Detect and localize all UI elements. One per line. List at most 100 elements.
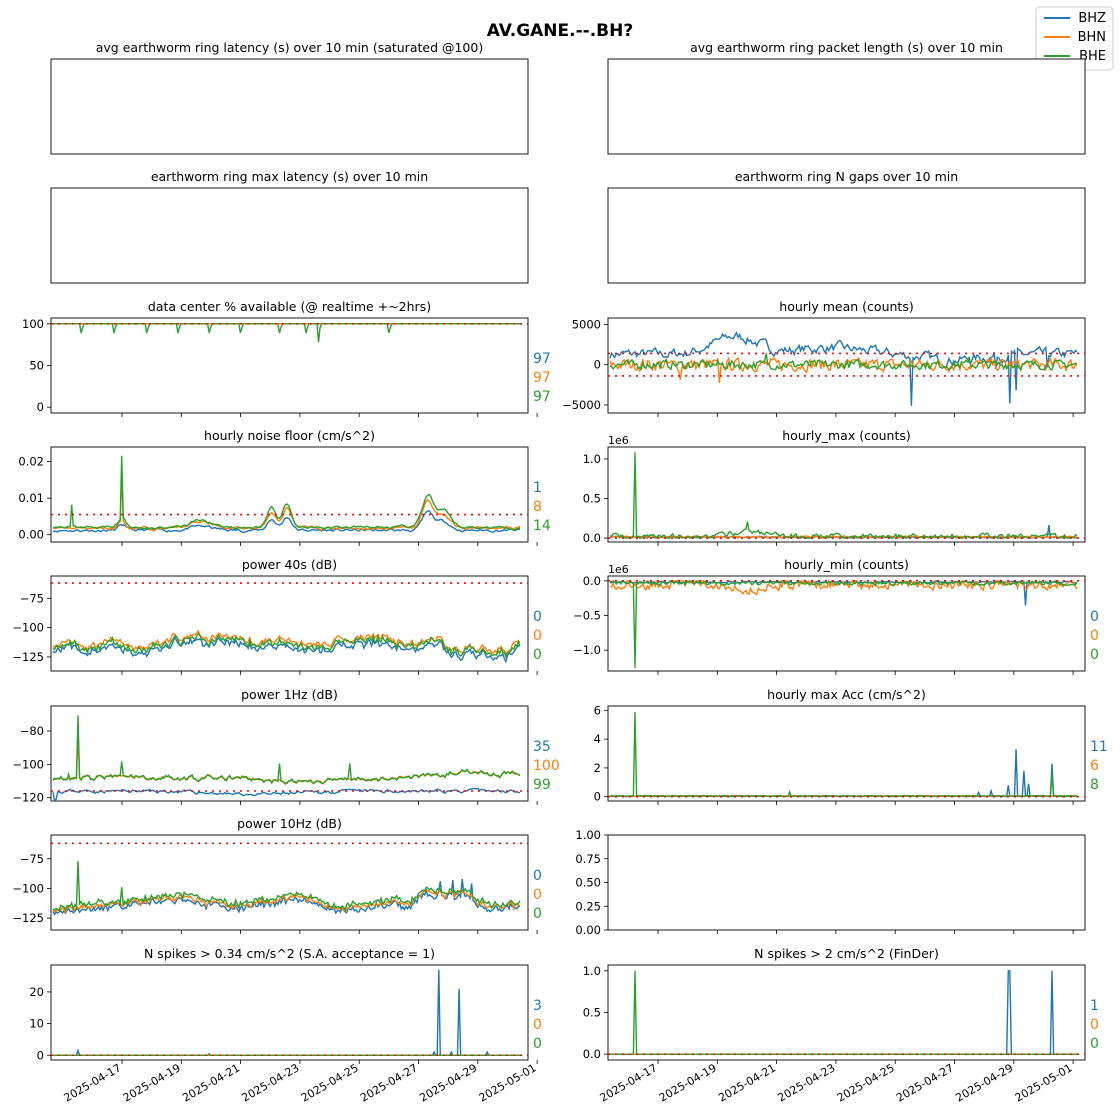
y-tick-label: −100 — [12, 757, 44, 771]
y-tick-label: −75 — [20, 852, 44, 866]
plot-frame — [607, 58, 1086, 155]
panels: avg earthworm ring latency (s) over 10 m… — [12, 40, 1107, 1105]
x-tick-label: 2025-04-23 — [240, 1061, 302, 1104]
x-tick-label: 2025-04-17 — [62, 1061, 124, 1104]
stat-value-bhe: 0 — [533, 647, 542, 663]
y-tick-label: 0.25 — [575, 899, 601, 913]
y-tick-label: 0 — [37, 1048, 44, 1062]
panel-p8: hourly_max (counts) 0.0 0.5 1.0 1e6 — [583, 428, 1086, 546]
series-group — [51, 582, 528, 664]
y-tick-label: 6 — [594, 703, 601, 717]
series-group — [51, 842, 528, 916]
panel-p11: power 1Hz (dB) −80 −100 −120 35 100 99 — [12, 687, 560, 805]
plot-frame — [50, 964, 529, 1061]
x-tick-label: 2025-04-27 — [894, 1061, 956, 1104]
x-tick-label: 2025-04-29 — [417, 1061, 479, 1104]
stat-value-bhz: 0 — [533, 609, 542, 625]
plot-frame — [607, 834, 1086, 931]
plot-frame — [50, 58, 529, 155]
stat-value-bhe: 0 — [1090, 647, 1099, 663]
figure-title: AV.GANE.--.BH? — [487, 21, 633, 41]
panel-title: data center % available (@ realtime +~2h… — [148, 299, 431, 314]
stat-value-bhe: 8 — [1090, 777, 1099, 793]
x-tick-label: 2025-04-17 — [598, 1061, 660, 1104]
x-tick-label: 2025-04-27 — [358, 1061, 420, 1104]
stat-value-bhn: 97 — [533, 370, 551, 386]
y-tick-label: 0.01 — [18, 491, 44, 505]
panel-p3: earthworm ring max latency (s) over 10 m… — [50, 169, 529, 284]
series-group — [608, 578, 1085, 669]
y-tick-label: −75 — [20, 591, 44, 605]
series-group — [51, 455, 528, 534]
plot-frame — [50, 834, 529, 931]
series-group — [608, 970, 1085, 1055]
x-tick-label: 2025-05-01 — [477, 1061, 539, 1104]
y-tick-label: 20 — [29, 985, 44, 999]
x-tick-label: 2025-04-19 — [657, 1061, 719, 1104]
series-group — [608, 452, 1085, 540]
y-tick-label: −120 — [12, 791, 44, 805]
y-tick-label: 50 — [29, 359, 44, 373]
panel-title: hourly_max (counts) — [782, 428, 911, 443]
panel-p4: earthworm ring N gaps over 10 min — [607, 169, 1086, 284]
series-group — [51, 969, 528, 1057]
stat-value-bhe: 97 — [533, 389, 551, 405]
stat-value-bhn: 0 — [533, 887, 542, 903]
y-tick-label: 0.0 — [583, 531, 601, 545]
y-tick-label: −125 — [12, 650, 44, 664]
stat-value-bhz: 0 — [533, 868, 542, 884]
panel-title: hourly_min (counts) — [784, 557, 909, 572]
series-line-bhe — [609, 579, 1078, 669]
stat-value-bhn: 0 — [533, 1017, 542, 1033]
series-line-bhn — [52, 889, 521, 915]
plot-frame — [50, 187, 529, 284]
stat-value-bhz: 0 — [1090, 609, 1099, 625]
series-line-bhe — [53, 323, 520, 343]
series-line-bhe — [52, 632, 521, 659]
stat-value-bhz: 1 — [1090, 998, 1099, 1014]
panel-p2: avg earthworm ring packet length (s) ove… — [607, 40, 1086, 155]
legend-label-bhn: BHN — [1078, 30, 1106, 45]
y-tick-label: 0.0 — [583, 1047, 601, 1061]
y-tick-label: −5000 — [562, 398, 601, 412]
plot-frame — [50, 705, 529, 802]
series-group — [51, 715, 528, 801]
panel-p6: hourly mean (counts) −5000 0 5000 — [562, 299, 1086, 417]
series-line-bhe — [609, 712, 1078, 798]
stat-value-bhz: 1 — [533, 480, 542, 496]
y-tick-label: 0.5 — [583, 491, 601, 505]
stat-value-bhe: 0 — [1090, 1036, 1099, 1052]
y-tick-label: −125 — [12, 911, 44, 925]
panel-title: N spikes > 0.34 cm/s^2 (S.A. acceptance … — [144, 946, 435, 961]
legend-label-bhz: BHZ — [1078, 11, 1106, 26]
plot-frame — [607, 317, 1086, 414]
panel-p15: N spikes > 0.34 cm/s^2 (S.A. acceptance … — [29, 946, 542, 1064]
plot-frame — [607, 705, 1086, 802]
y-tick-label: 0.50 — [575, 876, 601, 890]
offset-label: 1e6 — [608, 563, 629, 576]
panel-title: power 40s (dB) — [242, 557, 337, 572]
y-tick-label: 0.0 — [583, 574, 601, 588]
y-tick-label: 1.00 — [575, 828, 601, 842]
y-tick-label: 1.0 — [583, 964, 601, 978]
series-line-bhe — [610, 970, 1077, 1055]
y-tick-label: −1.0 — [573, 643, 601, 657]
panel-title: avg earthworm ring packet length (s) ove… — [690, 40, 1003, 55]
series-line-bhe — [52, 861, 521, 913]
series-group — [51, 323, 528, 343]
y-tick-label: −100 — [12, 881, 44, 895]
y-tick-label: 1.0 — [583, 452, 601, 466]
y-tick-label: −100 — [12, 621, 44, 635]
panel-title: N spikes > 2 cm/s^2 (FinDer) — [754, 946, 939, 961]
stat-value-bhe: 99 — [533, 777, 551, 793]
plot-frame — [607, 446, 1086, 543]
y-tick-label: 0.5 — [583, 1006, 601, 1020]
x-tick-label: 2025-04-23 — [776, 1061, 838, 1104]
y-tick-label: 5000 — [572, 317, 601, 331]
y-tick-label: 4 — [594, 732, 601, 746]
offset-label: 1e6 — [608, 434, 629, 447]
stat-value-bhn: 0 — [533, 628, 542, 644]
y-tick-label: 0.00 — [18, 528, 44, 542]
panel-title: power 1Hz (dB) — [241, 687, 338, 702]
